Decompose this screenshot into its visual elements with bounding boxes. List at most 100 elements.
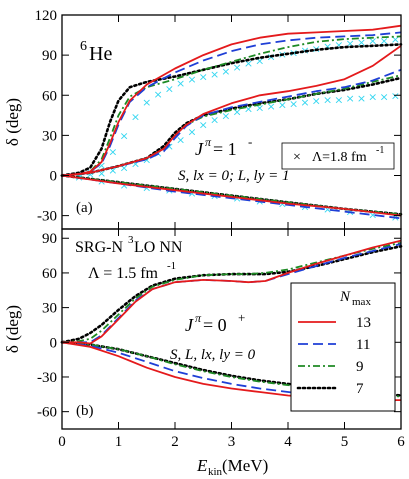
y-tick-label: -30 [37, 370, 57, 386]
lambda-1-8-legend: × Λ=1.8 fm -1 [281, 142, 395, 170]
panel-b-ylabel: δ (deg) [3, 305, 22, 353]
panel-a-marker-x: × [233, 61, 242, 74]
panel-b-label: (b) [76, 403, 94, 419]
panel-a: × ××××××× × × × × × × × × × × × × × × × × × × × × ×× × × × × × ×××××… [3, 8, 403, 230]
panel-b: -60 -30 0 30 60 90 0 1 2 3 4 5 6 SRG-N 3 LO NN Λ = 1… [3, 228, 405, 478]
panel-a-jpi: J [195, 139, 204, 159]
nmax-legend-label-11: 11 [356, 337, 370, 353]
panel-a-marker-x: × [176, 133, 185, 146]
panel-a-marker-x: × [346, 37, 355, 50]
panel-a-marker-x: × [142, 182, 151, 195]
panel-b-title-rest: LO NN [134, 239, 183, 256]
panel-b-jpi-sup: π [195, 311, 202, 325]
x-tick-label: 5 [341, 434, 349, 450]
panel-a-marker-x: × [379, 34, 388, 47]
y-tick-label: 120 [35, 8, 58, 24]
panel-a-series-nmax-13-curve-1 [61, 45, 402, 177]
panel-a-marker-x: × [153, 88, 162, 101]
panel-a-marker-x: × [120, 129, 129, 142]
panel-a-series-nmax-9-curve-2 [61, 174, 402, 216]
panel-a-marker-x: × [97, 167, 106, 180]
panel-a-marker-x: × [300, 44, 309, 57]
panel-b-frame [61, 228, 402, 430]
panel-a-marker-x: × [74, 170, 83, 183]
panel-a-marker-x: × [165, 140, 174, 153]
x-axis-label-main: E [196, 456, 208, 475]
panel-a-marker-x: × [255, 101, 264, 114]
panel-a-marker-x: × [187, 125, 196, 138]
panel-a-marker-x: × [108, 145, 117, 158]
panel-a-marker-x: × [244, 103, 253, 116]
panel-a-marker-x: × [142, 153, 151, 166]
y-tick-label: 0 [50, 335, 58, 351]
panel-a-marker-x: × [187, 187, 196, 200]
y-tick-label: 30 [42, 128, 57, 144]
nmax-legend-label-7: 7 [356, 381, 364, 397]
nmax-legend-label-9: 9 [356, 359, 364, 375]
panel-a-marker-x: × [391, 33, 400, 46]
nmax-legend: N max 13 11 9 7 [290, 282, 396, 412]
panel-a-marker-x: × [131, 111, 140, 124]
panel-b-jpi: J [185, 315, 194, 335]
panel-a-marker-x: × [233, 192, 242, 205]
panel-a-marker-x: × [120, 161, 129, 174]
x-tick-label: 1 [115, 434, 123, 450]
y-tick-label: 60 [42, 266, 57, 282]
panel-a-marker-x: × [300, 96, 309, 109]
panel-a-jpi-value-sup: - [248, 134, 252, 149]
panel-a-marker-x: × [210, 68, 219, 81]
panel-b-jpi-value: = 0 [203, 315, 227, 335]
panel-b-title: SRG-N [75, 239, 123, 256]
panel-a-marker-x: × [368, 91, 377, 104]
panel-a-marker-x: × [323, 203, 332, 216]
panel-a-series-nmax-13-curve-2 [61, 174, 402, 217]
panel-b-series-nmax-11-curve-0 [62, 243, 402, 344]
nmax-legend-entries: 13 11 9 7 [296, 315, 371, 397]
nmax-legend-title: N [339, 289, 351, 305]
panel-b-jpi-value-sup: + [238, 310, 245, 325]
panel-a-marker-x: × [210, 113, 219, 126]
nmax-legend-box [290, 282, 396, 412]
x-axis-label-sub: kin [208, 466, 223, 478]
panel-b-lambda: Λ = 1.5 fm [88, 265, 159, 282]
x-axis-label: E kin (MeV) [196, 456, 268, 478]
nmax-legend-title-sub: max [352, 296, 371, 308]
x-tick-label: 6 [397, 434, 405, 450]
panel-a-marker-x: × [97, 159, 106, 172]
panel-a-quantum-numbers: S, lx = 0; L, ly = 1 [178, 168, 289, 184]
panel-b-quantum-numbers: S, L, lx, ly = 0 [170, 347, 256, 363]
panel-a-series-nmax-13-curve-0 [61, 24, 402, 177]
panel-a-marker-x: × [131, 157, 140, 170]
panel-a-marker-x: × [357, 36, 366, 49]
panel-a-marker-x: × [334, 93, 343, 106]
panel-a-marker-x: × [334, 38, 343, 51]
x-tick-label: 3 [228, 434, 236, 450]
x-tick-label: 2 [171, 434, 179, 450]
x-tick-label: 4 [284, 434, 292, 450]
panel-a-jpi-sup: π [205, 135, 212, 149]
y-tick-label: 30 [42, 301, 57, 317]
panel-a-marker-x: × [278, 99, 287, 112]
panel-a-marker-x: × [312, 95, 321, 108]
panel-a-marker-x: × [221, 65, 230, 78]
panel-a-series-nmax-7-curve-0 [60, 43, 403, 177]
panel-a-marker-x: × [368, 34, 377, 47]
panel-a-marker-x: × [346, 92, 355, 105]
panel-a-marker-x: × [199, 119, 208, 132]
panel-a-marker-x: × [244, 57, 253, 70]
panel-b-title-sup: 3 [128, 234, 134, 246]
panel-a-ylabel: δ (deg) [3, 98, 22, 146]
y-tick-label: 90 [42, 48, 57, 64]
lambda-legend-box [281, 142, 395, 170]
panel-a-marker-x: × [266, 100, 275, 113]
panel-a-marker-x: × [176, 77, 185, 90]
nucleus-mass: 6 [80, 39, 87, 54]
panel-b-ticks: -60 -30 0 30 60 90 0 1 2 3 4 5 6 [37, 229, 405, 450]
panel-a-marker-x: × [255, 54, 264, 67]
panel-a-marker-x: × [165, 83, 174, 96]
panel-a-marker-x: × [142, 96, 151, 109]
panel-a-marker-x: × [323, 93, 332, 106]
panel-a-ticks: -30 0 30 60 90 120 [35, 8, 402, 229]
lambda-legend-label: Λ=1.8 fm [312, 150, 367, 165]
panel-a-marker-x: × [86, 168, 95, 181]
